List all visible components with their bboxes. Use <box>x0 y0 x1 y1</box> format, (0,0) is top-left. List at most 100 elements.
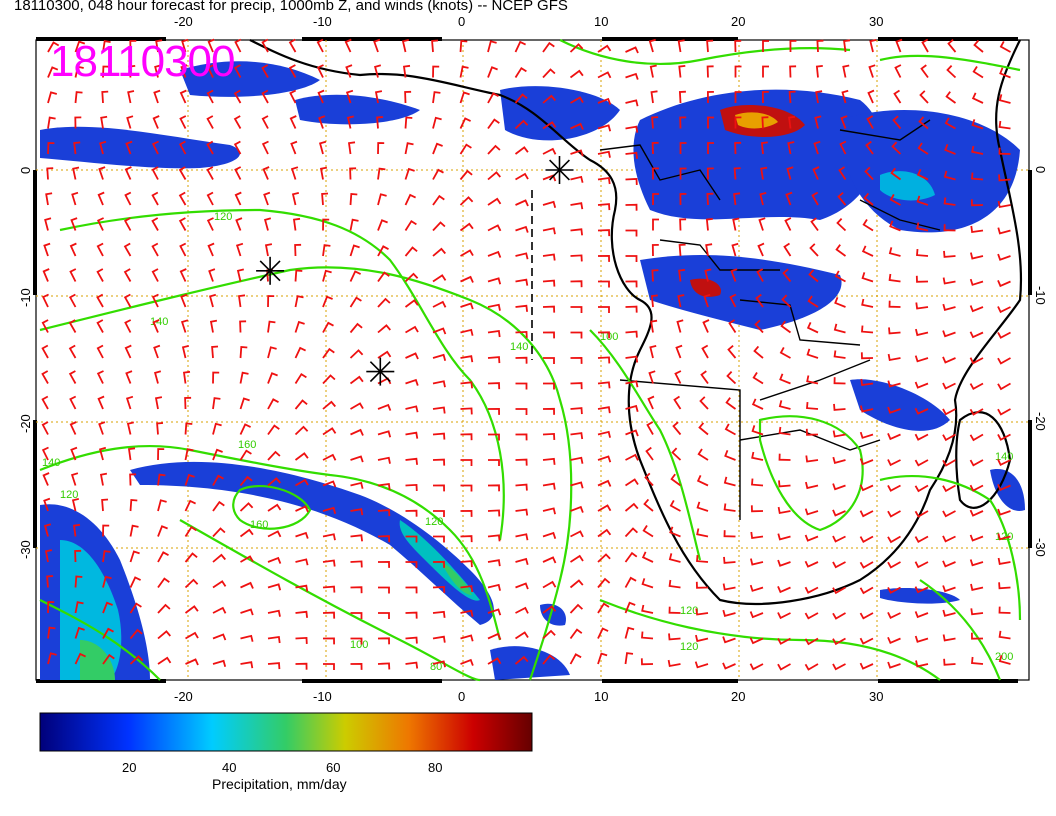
wind-barb <box>651 269 659 282</box>
wind-barb <box>749 611 764 619</box>
lon-label: -20 <box>174 14 193 29</box>
wind-barb <box>460 275 474 283</box>
wind-barb <box>267 530 282 538</box>
wind-barb <box>706 39 714 53</box>
wind-barb <box>157 448 165 461</box>
wind-barb <box>405 325 419 334</box>
wind-barb <box>212 474 224 486</box>
wind-barb <box>679 167 687 180</box>
wind-barb <box>570 175 584 183</box>
wind-barb <box>969 278 984 286</box>
wind-barb <box>234 166 242 180</box>
wind-barb <box>291 192 300 206</box>
wind-barb <box>267 424 280 436</box>
wind-barb <box>72 166 80 180</box>
wind-barb <box>322 585 336 593</box>
wind-barb <box>785 191 793 206</box>
wind-barb <box>515 304 528 312</box>
top-lon-labels: -20 -10 0 10 20 30 <box>174 14 883 29</box>
wind-barb <box>970 199 984 207</box>
wind-barb <box>542 200 557 208</box>
contour-label: 120 <box>425 516 443 528</box>
wind-barb <box>943 250 956 258</box>
wind-barb <box>752 372 764 385</box>
wind-barb <box>404 142 414 155</box>
wind-barb <box>261 38 269 53</box>
wind-barb <box>892 115 902 130</box>
wind-barb <box>184 448 194 461</box>
wind-barb <box>749 663 764 671</box>
wind-barb <box>47 116 56 129</box>
wind-barb <box>705 218 713 231</box>
colorbar-tick: 20 <box>122 760 137 775</box>
wind-barb <box>235 242 244 257</box>
wind-barb <box>401 39 410 53</box>
wind-barb <box>322 269 332 282</box>
wind-barb <box>318 115 326 129</box>
wind-barb <box>969 433 984 442</box>
wind-barb <box>648 370 656 384</box>
wind-barb <box>597 356 611 364</box>
wind-barb <box>570 306 583 313</box>
wind-barb <box>487 118 500 130</box>
wind-barb <box>999 67 1011 79</box>
wind-barb <box>699 396 709 410</box>
wind-barb <box>862 219 874 232</box>
contour-label: 160 <box>238 439 256 451</box>
wind-barb <box>233 140 242 155</box>
wind-barb <box>942 356 956 364</box>
wind-barb <box>378 586 390 594</box>
wind-barb <box>943 224 956 232</box>
wind-barb <box>777 637 791 645</box>
wind-barb <box>350 508 364 516</box>
wind-barb <box>180 293 188 308</box>
wind-barb <box>869 39 877 53</box>
wind-barb <box>696 475 709 487</box>
wind-barb <box>350 428 364 436</box>
wind-barb <box>761 116 769 129</box>
wind-barb <box>515 408 528 415</box>
wind-barb <box>868 64 876 78</box>
wind-barb <box>758 217 766 231</box>
wind-barb <box>295 610 308 618</box>
wind-barb <box>969 484 984 492</box>
wind-barb <box>42 268 50 282</box>
wind-barb <box>762 40 769 52</box>
wind-barb <box>570 202 584 210</box>
wind-barb <box>322 400 336 410</box>
wind-barb <box>432 484 445 492</box>
wind-barb <box>644 472 654 487</box>
wind-barb <box>707 116 714 129</box>
wind-barb <box>322 218 330 231</box>
wind-barb <box>68 344 77 359</box>
wind-barb <box>96 217 104 231</box>
wind-barb <box>432 221 446 232</box>
wind-barb <box>942 433 956 442</box>
wind-barb <box>460 585 474 593</box>
wind-barb <box>833 377 846 385</box>
wind-barb <box>723 476 736 487</box>
wind-barb <box>778 400 791 410</box>
wind-barb <box>808 269 819 283</box>
wind-barb <box>997 227 1011 235</box>
wind-barb <box>123 242 132 257</box>
wind-barb <box>888 273 901 283</box>
wind-barb <box>597 176 611 185</box>
wind-barb <box>405 378 419 386</box>
wind-barb <box>349 375 364 385</box>
wind-barb <box>625 453 639 461</box>
wind-barb <box>918 116 929 130</box>
wind-barb <box>184 605 199 614</box>
wind-barb <box>725 397 737 410</box>
wind-barb <box>917 142 929 155</box>
wind-barb <box>206 217 214 231</box>
wind-barb <box>350 455 364 463</box>
wind-barb <box>597 479 612 487</box>
wind-barb <box>542 556 557 564</box>
bottom-lon-labels: -20 -10 0 10 20 30 <box>174 689 883 704</box>
wind-barb <box>45 192 53 206</box>
wind-barb <box>233 115 242 129</box>
wind-barb <box>696 528 709 538</box>
wind-barb <box>914 355 929 363</box>
